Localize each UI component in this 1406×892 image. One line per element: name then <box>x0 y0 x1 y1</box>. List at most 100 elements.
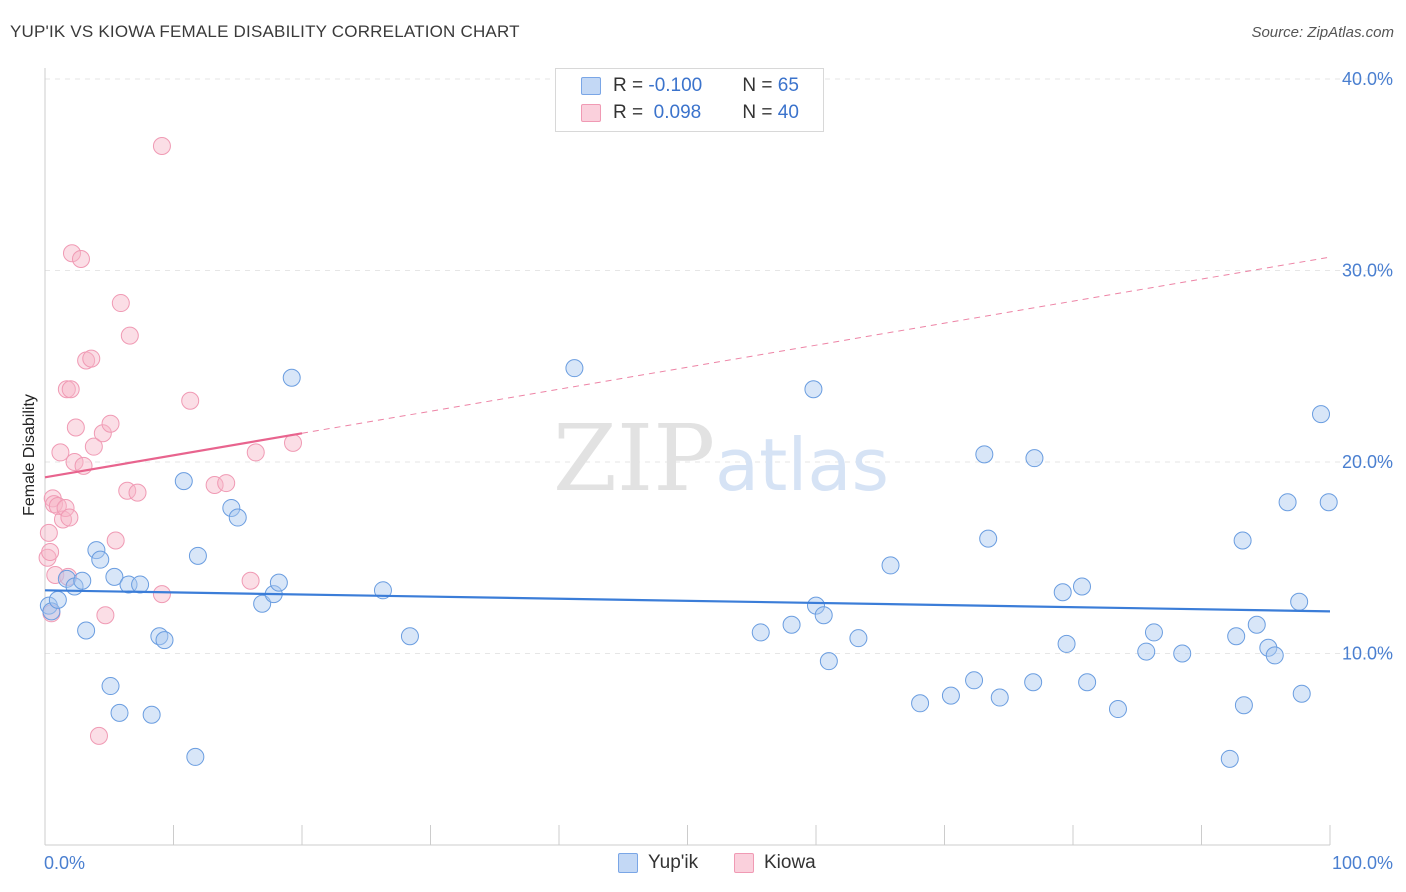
yupik-trendline <box>44 589 1331 613</box>
yupik-point <box>814 606 833 625</box>
kiowa-point <box>181 391 200 410</box>
kiowa-point <box>89 726 108 745</box>
kiowa-swatch <box>581 104 601 122</box>
series-legend: Yup'ik Kiowa <box>0 852 1406 878</box>
watermark: ZIP atlas <box>553 405 889 512</box>
yupik-legend-swatch <box>618 853 638 873</box>
legend-n-label: N = <box>742 75 778 96</box>
correlation-legend: R = -0.100 N = 65 R = 0.098 N = 40 <box>555 68 824 132</box>
y-tick-label: 30.0% <box>1342 261 1393 281</box>
yupik-point <box>269 573 288 592</box>
kiowa-point <box>48 497 67 516</box>
kiowa-point <box>217 474 236 493</box>
yupik-point <box>1259 638 1278 657</box>
yupik-point <box>965 671 984 690</box>
kiowa-point <box>128 483 147 502</box>
kiowa-point <box>101 414 120 433</box>
yupik-point <box>1233 531 1252 550</box>
legend-item-yupik: Yup'ik <box>618 852 698 874</box>
source-label: Source: ZipAtlas.com <box>1251 24 1394 41</box>
x-tick-label: 0.0% <box>44 853 85 873</box>
yupik-point <box>131 575 150 594</box>
yupik-point <box>1234 696 1253 715</box>
yupik-point <box>400 627 419 646</box>
kiowa-point <box>51 443 70 462</box>
yupik-point <box>1227 627 1246 646</box>
yupik-point <box>1144 623 1163 642</box>
legend-r-label: R = <box>613 75 649 96</box>
watermark-atlas: atlas <box>715 423 889 507</box>
yupik-point <box>1312 405 1331 424</box>
yupik-point <box>101 677 120 696</box>
legend-r-value: 0.098 <box>648 102 702 123</box>
kiowa-point <box>82 349 101 368</box>
kiowa-point <box>106 531 125 550</box>
legend-n-value: 65 <box>777 75 799 96</box>
yupik-point <box>782 615 801 634</box>
kiowa-point <box>57 380 76 399</box>
legend-r-value: -0.100 <box>648 75 703 96</box>
kiowa-point <box>241 571 260 590</box>
yupik-point <box>849 629 868 648</box>
legend-item-label: Yup'ik <box>648 852 699 873</box>
yupik-point <box>565 359 584 378</box>
yupik-point <box>941 686 960 705</box>
kiowa-point <box>65 453 84 471</box>
yupik-point <box>73 571 92 590</box>
x-tick-label: 100.0% <box>1332 853 1393 873</box>
yupik-point <box>1292 684 1311 703</box>
yupik-point <box>1137 642 1156 661</box>
yupik-point <box>105 567 124 586</box>
legend-n-value: 40 <box>777 102 799 123</box>
yupik-point <box>1220 749 1239 768</box>
yupik-point <box>1024 673 1043 692</box>
chart-title: YUP'IK VS KIOWA FEMALE DISABILITY CORREL… <box>10 22 520 41</box>
yupik-point <box>48 590 67 609</box>
yupik-point <box>819 652 838 671</box>
kiowa-point <box>96 606 115 625</box>
yupik-point <box>155 631 174 650</box>
yupik-point <box>807 596 825 615</box>
kiowa-point <box>120 326 139 345</box>
kiowa-legend-swatch <box>734 853 754 873</box>
kiowa-point <box>62 244 81 263</box>
y-tick-label: 10.0% <box>1342 644 1393 664</box>
kiowa-point <box>152 137 171 156</box>
kiowa-point <box>93 424 112 443</box>
yupik-point <box>282 368 301 387</box>
yupik-point <box>1078 673 1097 692</box>
kiowa-point <box>41 543 60 562</box>
yupik-point <box>373 581 392 600</box>
y-tick-label: 20.0% <box>1342 452 1393 472</box>
yupik-point <box>1319 493 1338 512</box>
legend-item-label: Kiowa <box>764 852 816 873</box>
legend-r-label: R = <box>613 102 649 123</box>
tick-labels: 10.0% 20.0% 30.0% 40.0% 0.0% 100.0% <box>44 69 1393 873</box>
kiowa-point <box>71 250 90 269</box>
kiowa-point <box>246 443 265 462</box>
yupik-point <box>1057 634 1076 653</box>
yupik-point <box>1265 646 1284 665</box>
yupik-point <box>804 380 823 399</box>
yupik-point <box>174 472 193 491</box>
yupik-point <box>253 594 272 613</box>
yupik-point <box>1278 493 1297 512</box>
yupik-point <box>751 623 770 642</box>
yupik-point <box>1072 577 1091 596</box>
trend-layer <box>44 256 1331 613</box>
kiowa-point <box>205 475 224 494</box>
kiowa-trendline <box>44 432 303 479</box>
legend-row-yupik: R = -0.100 N = 65 <box>581 74 799 98</box>
yupik-point <box>110 703 129 722</box>
kiowa-point <box>111 294 130 313</box>
kiowa-trendline-extension <box>301 256 1331 434</box>
yupik-point <box>142 705 161 724</box>
kiowa-point <box>56 498 75 517</box>
yupik-point <box>188 546 207 565</box>
yupik-point <box>1290 592 1309 611</box>
legend-n-label: N = <box>742 102 778 123</box>
kiowa-point <box>84 437 103 456</box>
legend-item-kiowa: Kiowa <box>734 852 816 874</box>
kiowa-point <box>61 380 80 399</box>
